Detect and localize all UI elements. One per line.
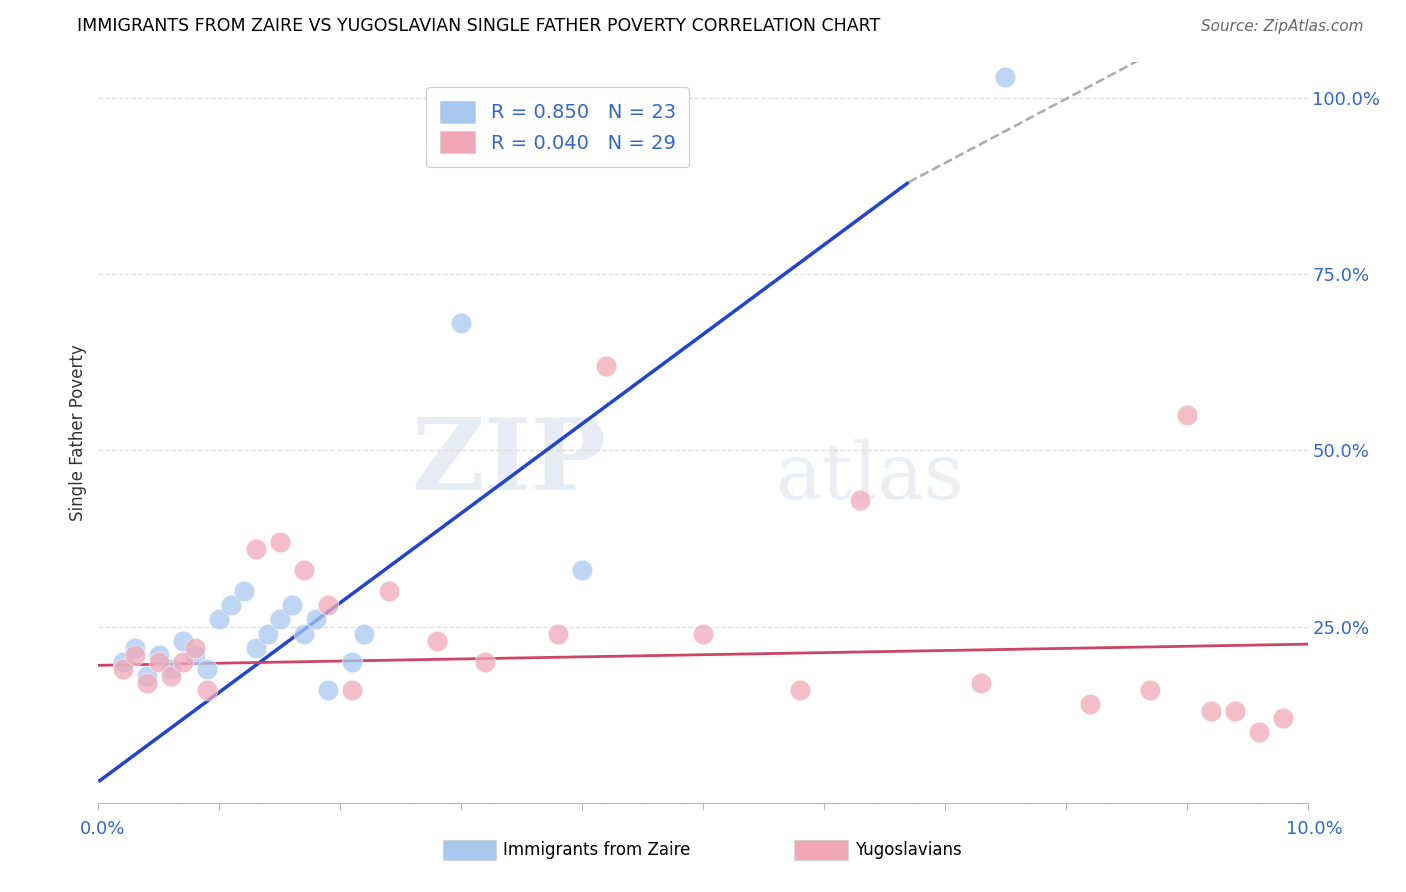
Point — [124, 640, 146, 655]
Point — [789, 683, 811, 698]
Text: Source: ZipAtlas.com: Source: ZipAtlas.com — [1201, 20, 1364, 34]
Point — [256, 626, 278, 640]
Point — [208, 612, 231, 626]
Point — [1272, 711, 1295, 725]
Text: Immigrants from Zaire: Immigrants from Zaire — [503, 841, 690, 859]
Text: atlas: atlas — [776, 439, 965, 515]
Point — [245, 640, 267, 655]
Point — [111, 662, 134, 676]
Point — [1223, 704, 1246, 718]
Point — [160, 662, 183, 676]
Point — [245, 541, 267, 556]
Point — [692, 626, 714, 640]
Point — [111, 655, 134, 669]
Point — [1078, 697, 1101, 711]
Point — [124, 648, 146, 662]
Legend: R = 0.850   N = 23, R = 0.040   N = 29: R = 0.850 N = 23, R = 0.040 N = 29 — [426, 87, 689, 167]
Point — [148, 648, 170, 662]
Point — [342, 655, 364, 669]
Point — [305, 612, 328, 626]
Point — [970, 676, 993, 690]
Point — [547, 626, 569, 640]
Text: 0.0%: 0.0% — [80, 820, 125, 838]
Text: Yugoslavians: Yugoslavians — [855, 841, 962, 859]
Text: 10.0%: 10.0% — [1286, 820, 1343, 838]
Point — [849, 492, 872, 507]
Point — [195, 662, 218, 676]
Y-axis label: Single Father Poverty: Single Father Poverty — [69, 344, 87, 521]
Point — [184, 648, 207, 662]
Point — [994, 70, 1017, 84]
Point — [474, 655, 496, 669]
Point — [195, 683, 218, 698]
Point — [221, 599, 243, 613]
Point — [426, 633, 449, 648]
Point — [1139, 683, 1161, 698]
Point — [292, 626, 315, 640]
Point — [160, 669, 183, 683]
Point — [353, 626, 375, 640]
Point — [292, 563, 315, 577]
Point — [135, 676, 157, 690]
Point — [1199, 704, 1222, 718]
Point — [1249, 725, 1271, 739]
Point — [342, 683, 364, 698]
Point — [595, 359, 617, 373]
Point — [269, 535, 291, 549]
Point — [232, 584, 254, 599]
Point — [571, 563, 593, 577]
Point — [172, 633, 194, 648]
Point — [281, 599, 304, 613]
Text: IMMIGRANTS FROM ZAIRE VS YUGOSLAVIAN SINGLE FATHER POVERTY CORRELATION CHART: IMMIGRANTS FROM ZAIRE VS YUGOSLAVIAN SIN… — [77, 17, 880, 35]
Point — [316, 599, 339, 613]
Point — [172, 655, 194, 669]
Point — [148, 655, 170, 669]
Point — [1175, 408, 1198, 422]
Point — [377, 584, 399, 599]
Point — [269, 612, 291, 626]
Point — [135, 669, 157, 683]
Point — [316, 683, 339, 698]
Text: ZIP: ZIP — [412, 414, 606, 511]
Point — [450, 316, 472, 330]
Point — [184, 640, 207, 655]
